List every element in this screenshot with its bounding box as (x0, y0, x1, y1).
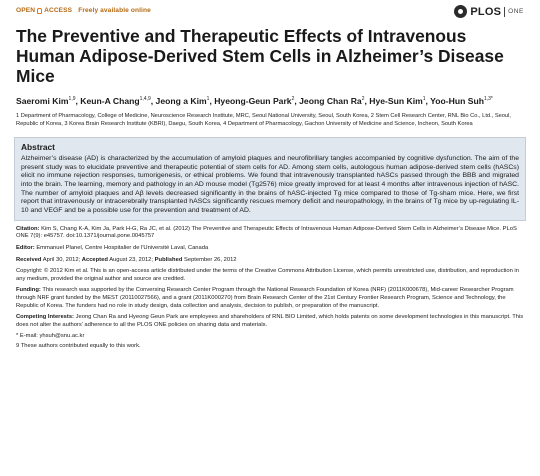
access-label: ACCESS (44, 7, 73, 14)
author-list: Saeromi Kim1,9, Keun-A Chang1,4,9, Jeong… (16, 95, 493, 106)
one-wordmark: ONE (508, 8, 524, 15)
journal-header: OPEN ACCESS Freely available online PLOS… (14, 4, 526, 24)
accepted-label: Accepted (81, 256, 108, 263)
author-name: Hye-Sun Kim (369, 95, 423, 106)
citation: Citation: Kim S, Chang K-A, Kim Ja, Park… (16, 226, 526, 241)
author-affiliation-marker: 1 (206, 96, 210, 102)
funding: Funding: This research was supported by … (16, 287, 526, 310)
citation-text: Kim S, Chang K-A, Kim Ja, Park H-G, Ra J… (16, 225, 517, 240)
author-affiliation-marker: 2 (361, 96, 365, 102)
editor-text: Emmanuel Planel, Centre Hospitalier de l… (36, 244, 209, 251)
editor: Editor: Emmanuel Planel, Centre Hospital… (16, 245, 526, 253)
editor-label: Editor: (16, 244, 35, 251)
author-affiliation-marker: 2 (291, 96, 295, 102)
abstract-heading: Abstract (21, 141, 55, 152)
plos-wordmark: PLOS (470, 5, 502, 18)
abstract-text: Alzheimer’s disease (AD) is characterize… (21, 154, 519, 215)
funding-label: Funding: (16, 287, 41, 294)
published-date: September 26, 2012 (183, 256, 237, 263)
author-name: Saeromi Kim (16, 95, 69, 106)
email-footnote: * E-mail: yhsuh@snu.ac.kr (16, 333, 85, 340)
plos-one-logo: PLOS ONE (454, 5, 524, 18)
author-name: Yoo-Hun Suh (430, 95, 484, 106)
funding-text: This research was supported by the Conve… (16, 287, 514, 309)
received-label: Received (16, 256, 42, 263)
author-name: Hyeong-Geun Park (214, 95, 292, 106)
competing-label: Competing Interests: (16, 314, 74, 321)
paper-title: The Preventive and Therapeutic Effects o… (16, 26, 504, 86)
received-date: April 30, 2012; (42, 256, 81, 263)
open-access-banner: OPEN ACCESS Freely available online (16, 7, 151, 14)
published-label: Published (154, 256, 183, 263)
competing-text: Jeong Chan Ra and Hyeong Geun Park are e… (16, 314, 524, 328)
author-affiliation-marker: 1,3* (483, 96, 493, 102)
author-affiliation-marker: 1,9 (68, 96, 76, 102)
copyright: Copyright: © 2012 Kim et al. This is an … (16, 268, 519, 282)
freely-available-label: Freely available online (78, 7, 151, 14)
plos-circle-icon (454, 5, 468, 18)
author-affiliation-marker: 1 (422, 96, 426, 102)
dates: Received April 30, 2012; Accepted August… (16, 257, 526, 265)
abstract-box: Abstract Alzheimer’s disease (AD) is cha… (14, 136, 526, 221)
author-name: Jeong Chan Ra (299, 95, 362, 106)
logo-divider (504, 6, 506, 17)
open-access-lock-icon (37, 7, 43, 14)
accepted-date: August 23, 2012; (109, 256, 154, 263)
citation-label: Citation: (16, 225, 40, 232)
article-metadata: Citation: Kim S, Chang K-A, Kim Ja, Park… (16, 226, 526, 351)
affiliations: 1 Department of Pharmacology, College of… (16, 112, 511, 127)
equal-contribution-footnote: 9 These authors contributed equally to t… (16, 342, 141, 349)
author-affiliation-marker: 1,4,9 (139, 96, 151, 102)
competing-interests: Competing Interests: Jeong Chan Ra and H… (16, 314, 526, 329)
author-name: Keun-A Chang (80, 95, 140, 106)
author-name: Jeong a Kim (155, 95, 207, 106)
open-label: OPEN (16, 7, 36, 14)
